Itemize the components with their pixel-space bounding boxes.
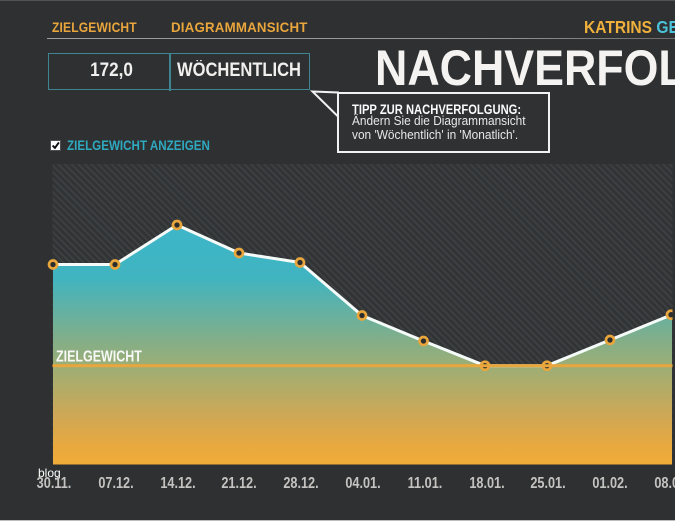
svg-text:ZIELGEWICHT: ZIELGEWICHT (56, 348, 142, 366)
